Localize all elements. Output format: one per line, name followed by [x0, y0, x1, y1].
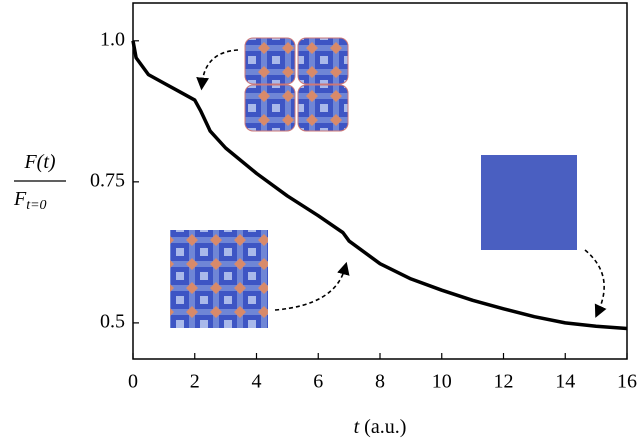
x-tick-label: 12: [494, 371, 514, 393]
inset-top: [245, 38, 348, 131]
x-tick-label: 0: [128, 371, 138, 393]
inset-bottom: [170, 230, 268, 328]
y-tick-label: 0.5: [100, 310, 125, 332]
x-label-unit: (a.u.): [364, 416, 406, 438]
y-label-denominator: Ft=0: [13, 188, 47, 214]
y-label-numerator: F(t): [23, 151, 55, 173]
y-tick-label: 0.75: [90, 169, 125, 191]
y-label: F(t) Ft=0: [13, 151, 66, 214]
x-tick-label: 14: [555, 371, 575, 393]
y-label-subscript: t=0: [26, 198, 46, 213]
y-tick-label: 1.0: [100, 28, 125, 50]
x-tick-label: 10: [432, 371, 452, 393]
y-label-numerator-text: F(t): [23, 151, 55, 173]
x-tick-label: 6: [313, 371, 323, 393]
y-label-denominator-text: F: [13, 188, 27, 210]
x-tick-label: 2: [190, 371, 200, 393]
x-label-symbol: t: [354, 416, 360, 438]
inset-right: [481, 155, 577, 250]
x-tick-label: 16: [617, 371, 637, 393]
x-tick-label: 8: [375, 371, 385, 393]
chart: F(t) Ft=0 t (a.u.) 0 2 4 6 8 10 12 14 16 0.5 0.75 1…: [0, 0, 642, 445]
x-tick-label: 4: [252, 371, 262, 393]
x-label: t (a.u.): [354, 416, 407, 438]
